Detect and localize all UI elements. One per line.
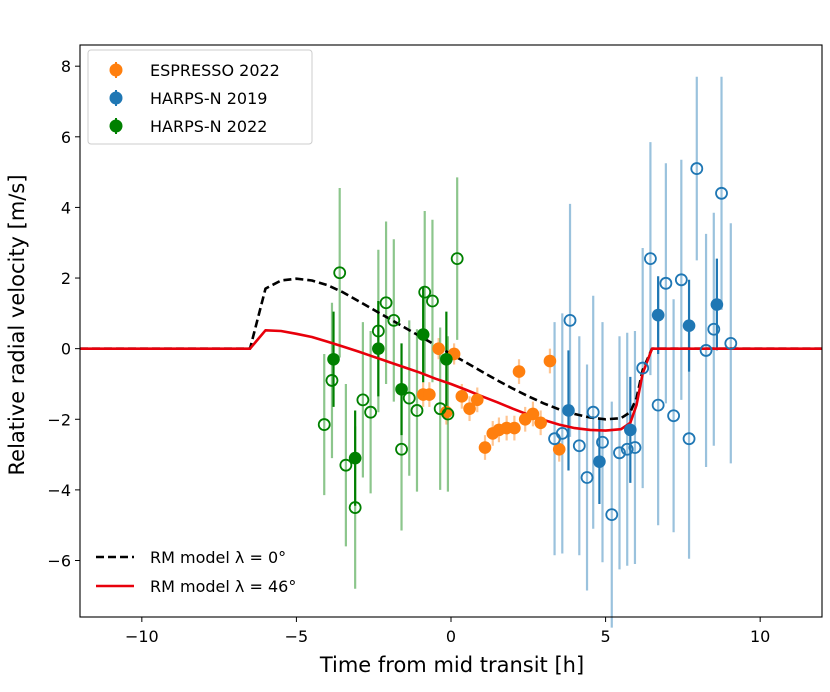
rm-model-lambda46-line bbox=[80, 329, 822, 432]
legend-data-box bbox=[87, 49, 313, 145]
espresso-2022-point bbox=[455, 390, 469, 403]
harps-n-2019-open-point bbox=[682, 432, 696, 446]
y-tick-label: 2 bbox=[61, 269, 71, 288]
harps-n-2022-open-point bbox=[339, 458, 353, 472]
harps-n-2022-open-point bbox=[379, 296, 393, 310]
harps-n-2019-open-point bbox=[674, 273, 688, 287]
harps-n-2022-open-point bbox=[348, 501, 362, 514]
legend-harps2019-label: HARPS-N 2019 bbox=[150, 89, 267, 108]
x-tick-label: 5 bbox=[600, 627, 610, 646]
y-tick-label: 4 bbox=[61, 198, 71, 217]
harps-n-2019-open-point bbox=[580, 471, 594, 484]
harps-n-2019-open-point bbox=[572, 439, 586, 453]
espresso-2022-point bbox=[478, 441, 492, 454]
harps-n-2022-open-point bbox=[317, 418, 331, 431]
harps-n-2019-open-point bbox=[620, 442, 634, 456]
espresso-2022-point bbox=[463, 402, 476, 415]
espresso-2022-point bbox=[470, 393, 484, 407]
legend-espresso-label: ESPRESSO 2022 bbox=[150, 61, 280, 80]
harps-n-2022-point bbox=[327, 352, 340, 366]
harps-n-2019-point bbox=[593, 455, 606, 468]
harps-n-2022-point bbox=[395, 382, 408, 396]
axes: −10 −5 0 5 10 −6 −4 −2 0 2 4 6 8 bbox=[47, 44, 823, 646]
harps-n-2019-open-point bbox=[699, 344, 713, 357]
harps-n-2019-point bbox=[651, 308, 665, 322]
harps-n-2019-open-point bbox=[605, 508, 619, 522]
espresso-2022-point bbox=[543, 354, 557, 368]
y-tick-label: −6 bbox=[47, 552, 71, 571]
y-tick-label: 8 bbox=[61, 57, 71, 76]
legend-harps2022-label: HARPS-N 2022 bbox=[150, 117, 267, 136]
harps-n-2022-open-point bbox=[356, 393, 370, 407]
models-layer bbox=[80, 277, 822, 432]
harps-n-2019-open-point bbox=[586, 405, 600, 419]
x-tick-label: −5 bbox=[285, 627, 309, 646]
harps-n-2019-open-point bbox=[563, 314, 577, 327]
y-tick-label: −2 bbox=[47, 410, 71, 429]
y-tick-label: −4 bbox=[47, 481, 71, 500]
harps-n-2022-open-point bbox=[441, 407, 455, 421]
harps-n-2019-open-point bbox=[596, 435, 609, 449]
legend-harps2022-marker bbox=[109, 119, 123, 133]
y-tick-label: 6 bbox=[61, 128, 71, 147]
harps-n-2022-point bbox=[348, 451, 362, 465]
harps-n-2022-open-point bbox=[402, 391, 416, 405]
espresso-2022-point bbox=[432, 342, 445, 355]
harps-n-2022-open-point bbox=[325, 374, 339, 387]
x-tick-label: 0 bbox=[446, 627, 456, 646]
x-ticks: −10 −5 0 5 10 bbox=[125, 617, 770, 646]
legend-model-lambda46-label: RM model λ = 46° bbox=[150, 577, 296, 596]
harps-n-2022-point bbox=[416, 328, 430, 341]
legend-data: ESPRESSO 2022 HARPS-N 2019 HARPS-N 2022 bbox=[87, 49, 313, 145]
x-tick-label: 10 bbox=[750, 627, 770, 646]
errorbars-layer bbox=[323, 76, 732, 628]
harps-n-2019-open-point bbox=[667, 409, 680, 423]
x-tick-label: −10 bbox=[125, 627, 159, 646]
espresso-2022-point bbox=[526, 407, 540, 421]
harps-n-2022-open-point bbox=[418, 285, 432, 299]
harps-n-2019-open-point bbox=[628, 441, 642, 454]
harps-n-2019-open-point bbox=[690, 162, 704, 175]
y-axis-label: Relative radial velocity [m/s] bbox=[5, 174, 29, 475]
harps-n-2022-point bbox=[372, 342, 385, 355]
harps-n-2019-open-point bbox=[636, 361, 650, 375]
harps-n-2019-open-point bbox=[659, 276, 673, 290]
harps-n-2022-open-point bbox=[333, 266, 347, 280]
harps-n-2022-open-point bbox=[450, 252, 464, 266]
harps-n-2022-open-point bbox=[371, 324, 385, 338]
harps-n-2019-open-point bbox=[651, 398, 665, 412]
harps-n-2019-point bbox=[682, 319, 696, 333]
espresso-2022-point bbox=[512, 365, 526, 378]
harps-n-2022-open-point bbox=[426, 294, 439, 308]
y-tick-label: 0 bbox=[61, 340, 71, 359]
harps-n-2019-point bbox=[710, 298, 724, 311]
harps-n-2022-open-point bbox=[410, 404, 424, 417]
y-ticks: −6 −4 −2 0 2 4 6 8 bbox=[47, 57, 80, 571]
harps-n-2019-point bbox=[624, 423, 637, 437]
harps-n-2019-open-point bbox=[555, 426, 569, 440]
espresso-2022-point bbox=[534, 416, 547, 430]
harps-n-2019-point bbox=[562, 404, 575, 417]
harps-n-2022-point bbox=[440, 352, 453, 366]
legend-models: RM model λ = 0° RM model λ = 46° bbox=[96, 548, 296, 596]
x-axis-label: Time from mid transit [h] bbox=[319, 653, 584, 677]
harps-n-2022-open-point bbox=[364, 405, 378, 419]
harps-n-2019-open-point bbox=[707, 322, 721, 336]
legend-harps2019-marker bbox=[109, 91, 123, 105]
harps-n-2022-open-point bbox=[395, 442, 408, 456]
legend-espresso-marker bbox=[109, 63, 123, 77]
markers-layer bbox=[317, 162, 738, 522]
harps-n-2019-open-point bbox=[724, 336, 738, 350]
harps-n-2019-open-point bbox=[715, 186, 728, 200]
espresso-2022-point bbox=[552, 442, 566, 456]
harps-n-2019-open-point bbox=[613, 446, 626, 460]
rm-model-lambda0-line bbox=[80, 277, 822, 421]
harps-n-2019-open-point bbox=[644, 252, 657, 266]
harps-n-2022-open-point bbox=[387, 314, 401, 327]
legend-model-lambda0-label: RM model λ = 0° bbox=[150, 548, 286, 567]
espresso-2022-point bbox=[508, 421, 521, 435]
espresso-2022-point bbox=[423, 388, 436, 401]
